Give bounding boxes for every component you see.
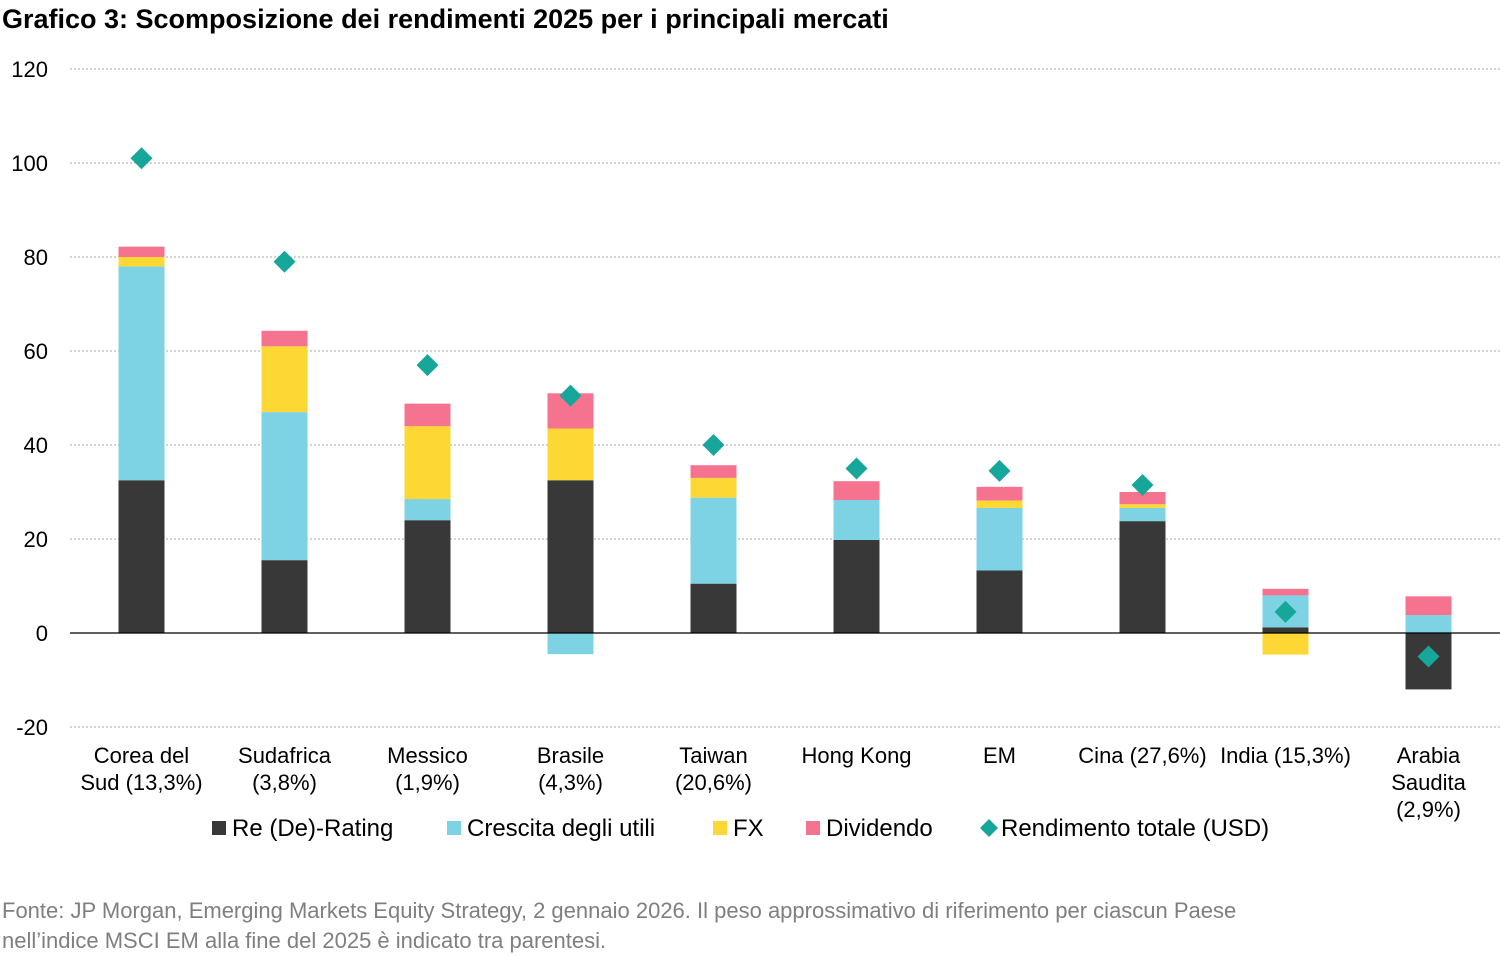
y-tick-label: 60 bbox=[24, 339, 48, 364]
y-axis-ticks: -20 0 20 40 60 80 100 120 bbox=[11, 57, 48, 740]
y-tick-label: -20 bbox=[16, 715, 48, 740]
bar-segment bbox=[1262, 627, 1309, 633]
bar-segment bbox=[261, 412, 308, 561]
legend-swatch bbox=[806, 821, 820, 835]
legend-label: Crescita degli utili bbox=[467, 815, 655, 842]
bar-segment bbox=[1119, 504, 1166, 508]
bar-segment bbox=[1262, 633, 1309, 655]
source-note: Fonte: JP Morgan, Emerging Markets Equit… bbox=[2, 896, 1492, 956]
x-tick-label: Sudafrica bbox=[238, 743, 332, 768]
total-return-marker bbox=[1417, 645, 1440, 668]
x-tick-label: Taiwan bbox=[679, 743, 747, 768]
y-tick-label: 80 bbox=[24, 245, 48, 270]
bar-segment bbox=[547, 428, 594, 481]
bar-segment bbox=[547, 480, 594, 633]
bar-segment bbox=[1405, 615, 1452, 633]
legend-label: Dividendo bbox=[826, 815, 933, 842]
total-return-markers bbox=[130, 147, 1440, 668]
x-tick-label: Hong Kong bbox=[801, 743, 911, 768]
y-tick-label: 40 bbox=[24, 433, 48, 458]
bar-segment bbox=[1119, 492, 1166, 505]
total-return-marker bbox=[1274, 600, 1297, 623]
bar-segment bbox=[976, 570, 1023, 633]
bar-segment bbox=[261, 560, 308, 633]
bar-segment bbox=[404, 403, 451, 427]
legend-label: Re (De)-Rating bbox=[232, 815, 393, 842]
bar-segment bbox=[1405, 596, 1452, 616]
bar-segment bbox=[833, 499, 880, 540]
bar-segment bbox=[690, 477, 737, 498]
x-tick-label: India (15,3%) bbox=[1220, 743, 1351, 768]
x-tick-label: Corea del bbox=[94, 743, 189, 768]
x-tick-label: Sud (13,3%) bbox=[80, 770, 202, 795]
total-return-marker bbox=[702, 434, 725, 456]
bar-segment bbox=[404, 520, 451, 633]
bar-segment bbox=[1262, 588, 1309, 596]
total-return-marker bbox=[1131, 473, 1154, 496]
legend-swatch bbox=[212, 821, 226, 835]
legend-label: Rendimento totale (USD) bbox=[1001, 815, 1269, 842]
bar-segment bbox=[118, 246, 165, 257]
x-tick-label: (1,9%) bbox=[395, 770, 460, 795]
legend-swatch bbox=[447, 821, 461, 835]
x-tick-label: (3,8%) bbox=[252, 770, 317, 795]
y-tick-label: 100 bbox=[11, 151, 48, 176]
y-tick-label: 120 bbox=[11, 57, 48, 82]
bar-segment bbox=[976, 486, 1023, 501]
bar-segment bbox=[833, 481, 880, 500]
bar-segment bbox=[118, 257, 165, 267]
bar-segment bbox=[118, 266, 165, 481]
bar-segment bbox=[976, 507, 1023, 571]
total-return-marker bbox=[273, 250, 296, 273]
bar-segment bbox=[1119, 521, 1166, 633]
x-tick-label: (2,9%) bbox=[1396, 797, 1461, 822]
bar-segment bbox=[261, 346, 308, 413]
bar-segment bbox=[1119, 507, 1166, 522]
bar-segment bbox=[118, 480, 165, 633]
x-tick-label: (4,3%) bbox=[538, 770, 603, 795]
bar-segment bbox=[690, 497, 737, 584]
bar-segment bbox=[261, 330, 308, 347]
bar-segment bbox=[833, 539, 880, 633]
source-line-1: Fonte: JP Morgan, Emerging Markets Equit… bbox=[2, 898, 1237, 923]
source-line-2: nell’indice MSCI EM alla fine del 2025 è… bbox=[2, 928, 607, 953]
total-return-marker bbox=[988, 459, 1011, 482]
x-tick-label: Arabia bbox=[1397, 743, 1461, 768]
bar-segment bbox=[976, 500, 1023, 508]
total-return-marker bbox=[845, 457, 868, 480]
x-tick-label: Saudita bbox=[1391, 770, 1466, 795]
y-tick-label: 20 bbox=[24, 527, 48, 552]
x-tick-label: Cina (27,6%) bbox=[1078, 743, 1206, 768]
bar-segment bbox=[404, 426, 451, 500]
y-tick-label: 0 bbox=[36, 621, 48, 646]
legend: Re (De)-Rating Crescita degli utili FX Divi… bbox=[212, 815, 1269, 842]
legend-swatch bbox=[713, 821, 727, 835]
bar-segment bbox=[690, 583, 737, 633]
total-return-marker bbox=[130, 147, 153, 170]
bars bbox=[118, 246, 1452, 690]
legend-swatch bbox=[980, 819, 998, 837]
x-tick-label: (20,6%) bbox=[675, 770, 752, 795]
x-tick-label: Brasile bbox=[537, 743, 604, 768]
total-return-marker bbox=[416, 354, 439, 377]
bar-segment bbox=[404, 499, 451, 521]
total-return-marker bbox=[559, 384, 582, 407]
bar-segment bbox=[690, 465, 737, 478]
x-tick-label: Messico bbox=[387, 743, 468, 768]
chart-title: Grafico 3: Scomposizione dei rendimenti … bbox=[2, 4, 889, 34]
bar-segment bbox=[547, 633, 594, 655]
x-tick-label: EM bbox=[983, 743, 1016, 768]
legend-label: FX bbox=[733, 815, 764, 842]
